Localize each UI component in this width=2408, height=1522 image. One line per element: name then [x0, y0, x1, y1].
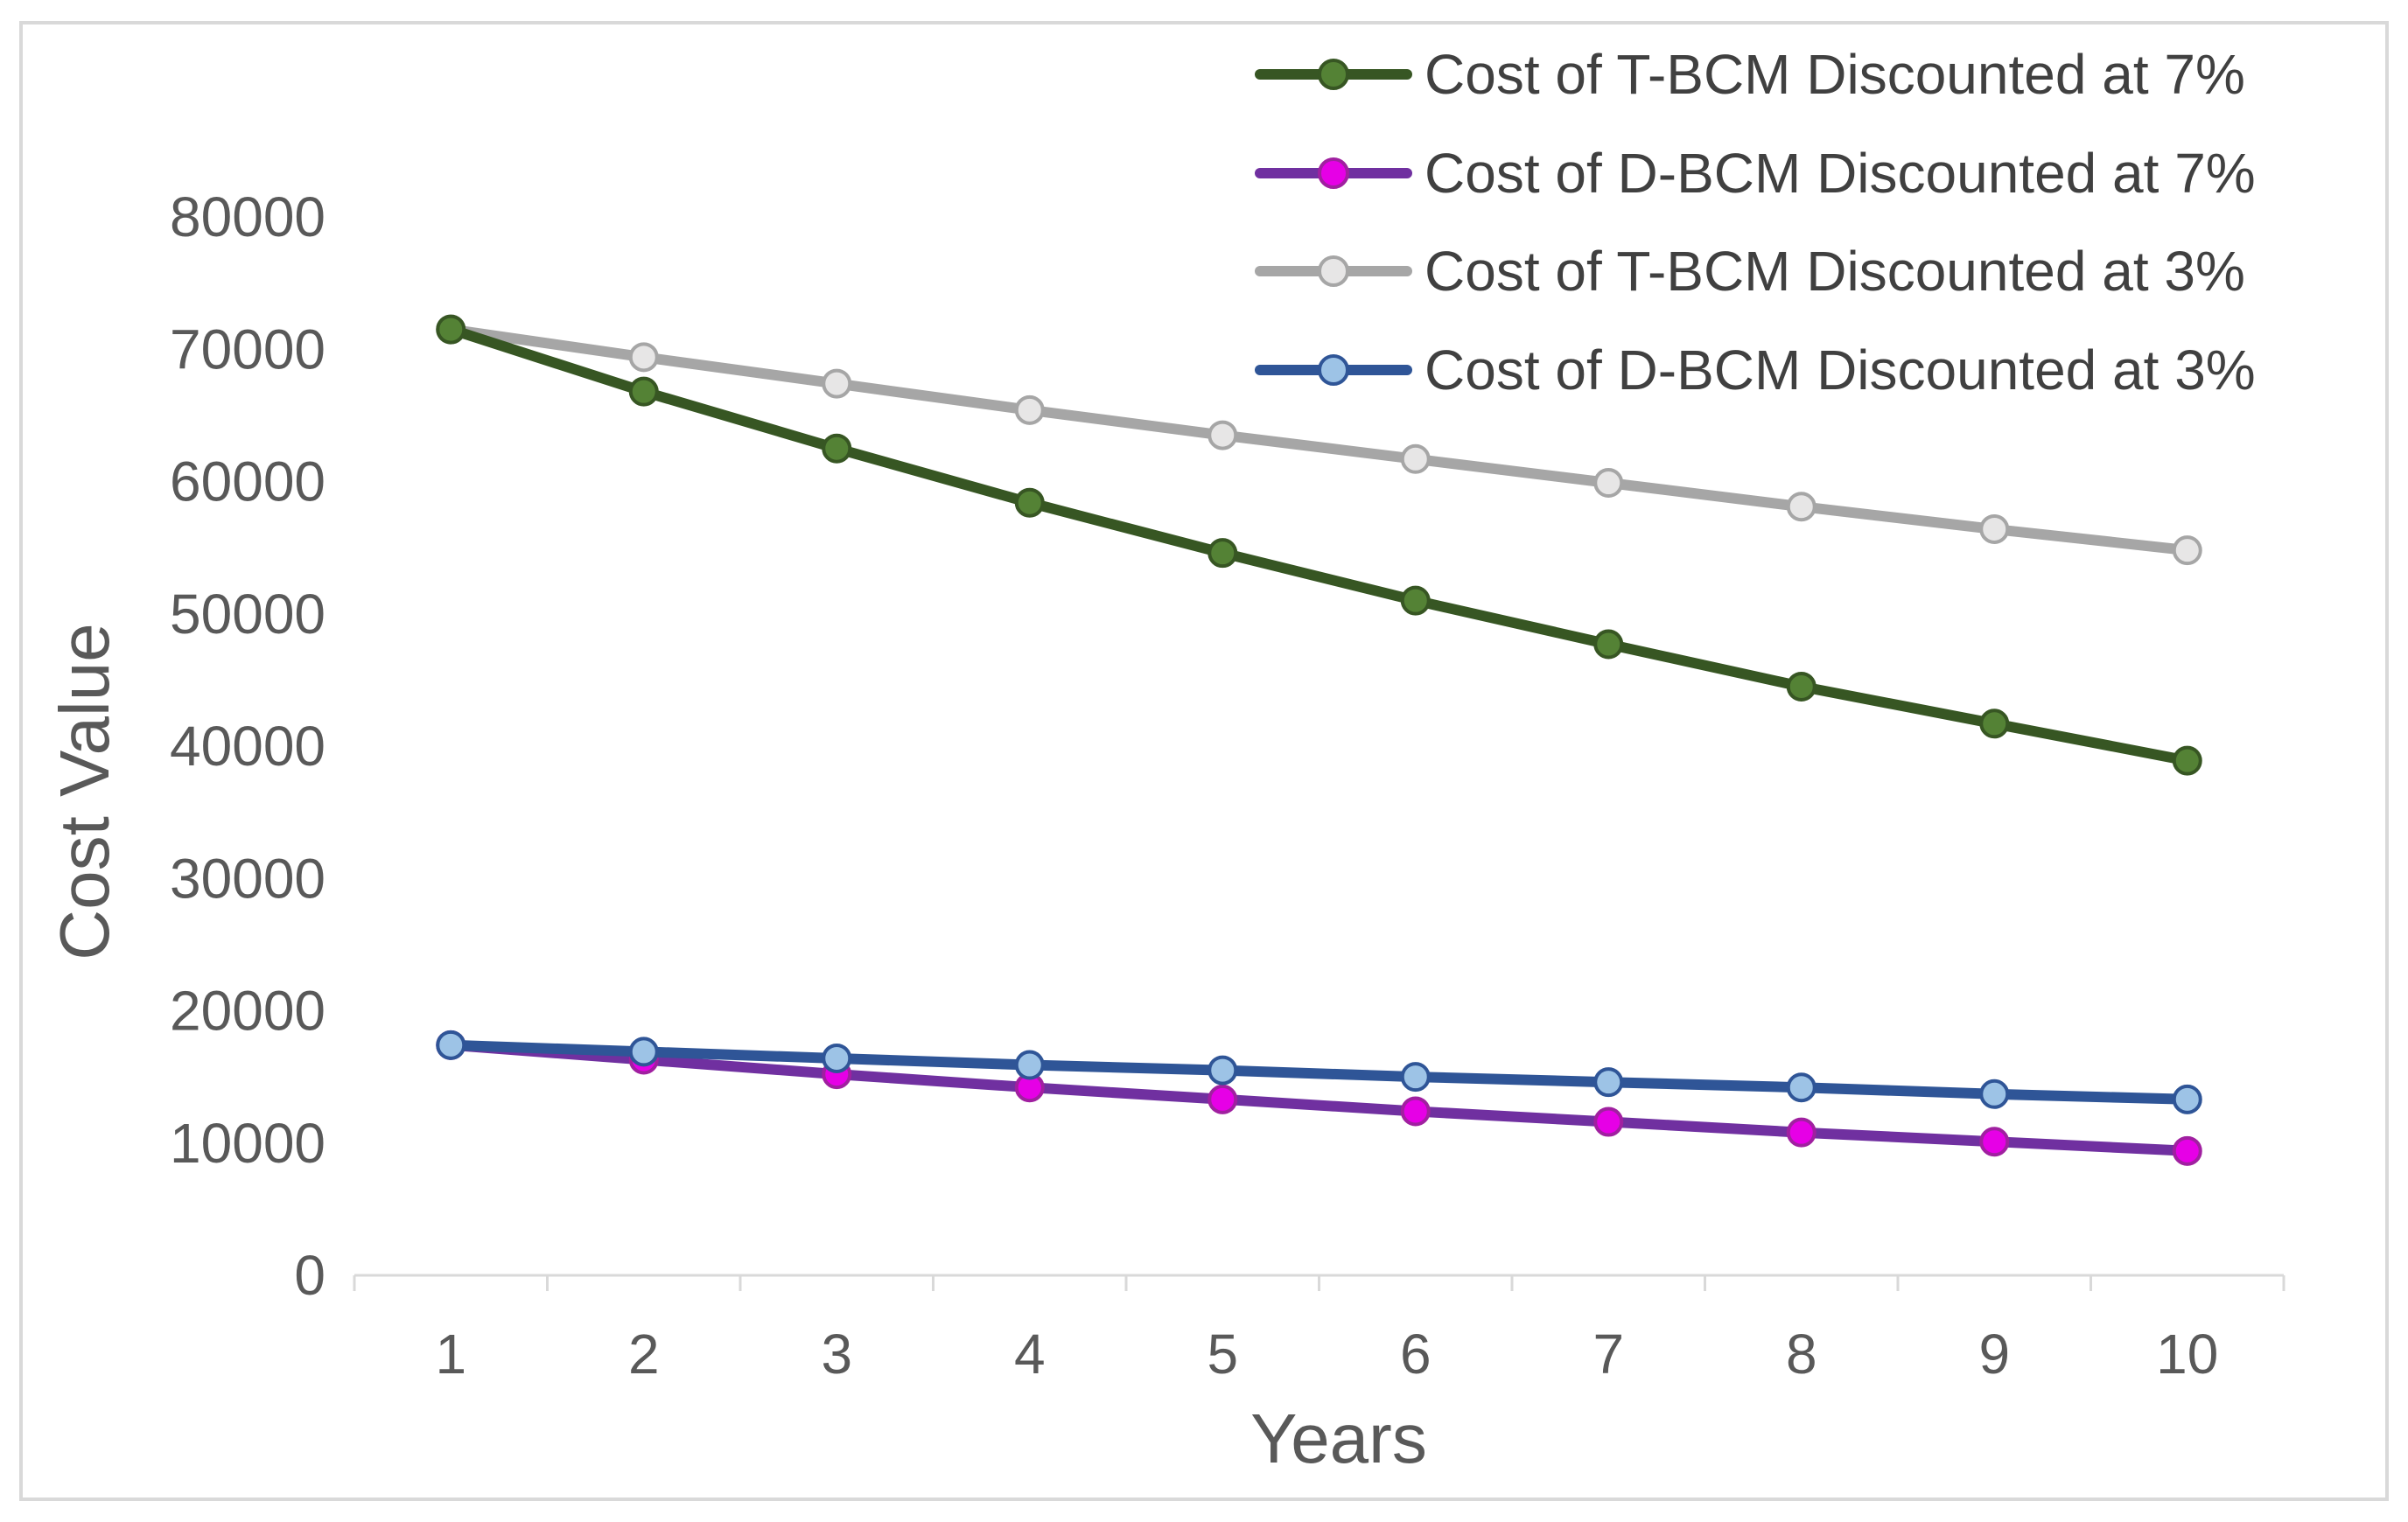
- series-layer: [436, 314, 2202, 1166]
- data-point: [1014, 394, 1045, 425]
- x-axis-title: Years: [1250, 1400, 1427, 1477]
- x-tick-label: 2: [628, 1323, 660, 1386]
- y-tick-label: 10000: [170, 1112, 326, 1175]
- data-point: [1208, 420, 1238, 450]
- y-axis-title: Cost Value: [46, 623, 123, 960]
- data-point: [436, 314, 466, 345]
- series-line: [445, 1039, 2193, 1105]
- data-point: [1400, 443, 1431, 474]
- legend-entry: Cost of D-BCM Discounted at 7%: [1255, 142, 2256, 205]
- data-point: [1593, 468, 1624, 499]
- data-point: [1014, 487, 1045, 518]
- x-tick-label: 1: [435, 1323, 466, 1386]
- series-line: [445, 324, 2193, 556]
- x-tick-label: 5: [1207, 1323, 1238, 1386]
- y-tick-label: 80000: [170, 185, 326, 248]
- data-point: [1400, 1062, 1431, 1093]
- series-3: [436, 1030, 2202, 1114]
- data-point: [1593, 1067, 1624, 1098]
- x-tick-label: 8: [1786, 1323, 1817, 1386]
- y-tick-label: 50000: [170, 583, 326, 646]
- x-tick-label: 4: [1014, 1323, 1046, 1386]
- data-point: [822, 368, 852, 399]
- data-point: [2172, 745, 2202, 776]
- data-point: [436, 1030, 466, 1060]
- data-point: [2172, 1135, 2202, 1166]
- data-point: [1979, 1079, 2010, 1109]
- y-tick-label: 30000: [170, 847, 326, 910]
- y-tick-label: 20000: [170, 980, 326, 1043]
- legend-swatch-marker: [1318, 59, 1349, 90]
- y-tick-label: 60000: [170, 450, 326, 513]
- legend-label: Cost of T-BCM Discounted at 7%: [1424, 43, 2245, 106]
- data-point: [1979, 1127, 2010, 1157]
- legend: Cost of T-BCM Discounted at 7% Cost of D-…: [1255, 43, 2256, 401]
- data-point: [628, 1037, 659, 1067]
- data-point: [2172, 1084, 2202, 1114]
- legend-entry: Cost of D-BCM Discounted at 3%: [1255, 339, 2256, 401]
- legend-swatch-marker: [1318, 354, 1349, 386]
- data-point: [1014, 1050, 1045, 1080]
- series-line: [445, 324, 2193, 766]
- x-tick-label: 7: [1592, 1323, 1624, 1386]
- data-point: [822, 433, 852, 464]
- data-point: [1593, 629, 1624, 660]
- data-point: [2172, 535, 2202, 566]
- axes: 1 2 3 4 5 6 7 8 9 10 0 10000 20000 30000 40000 50000 600…: [170, 185, 2286, 1386]
- legend-entry: Cost of T-BCM Discounted at 7%: [1255, 43, 2245, 106]
- y-tick-label: 70000: [170, 318, 326, 380]
- data-point: [1208, 538, 1238, 569]
- data-point: [1400, 1096, 1431, 1127]
- data-point: [1786, 1117, 1816, 1148]
- data-point: [628, 376, 659, 407]
- series-0: [436, 314, 2202, 776]
- data-point: [1400, 585, 1431, 616]
- x-tick-label: 3: [821, 1323, 852, 1386]
- data-point: [1979, 513, 2010, 544]
- legend-label: Cost of T-BCM Discounted at 3%: [1424, 240, 2245, 303]
- x-tick-label: 10: [2156, 1323, 2218, 1386]
- data-point: [1786, 1072, 1816, 1103]
- x-tick-label: 6: [1400, 1323, 1432, 1386]
- y-tick-label: 0: [294, 1244, 326, 1307]
- legend-label: Cost of D-BCM Discounted at 7%: [1424, 142, 2256, 205]
- data-point: [1208, 1084, 1238, 1114]
- data-point: [1979, 709, 2010, 739]
- data-point: [1208, 1055, 1238, 1086]
- data-point: [822, 1043, 852, 1073]
- data-point: [1786, 671, 1816, 702]
- legend-entry: Cost of T-BCM Discounted at 3%: [1255, 240, 2245, 303]
- legend-swatch-marker: [1318, 255, 1349, 287]
- legend-label: Cost of D-BCM Discounted at 3%: [1424, 339, 2256, 401]
- data-point: [628, 342, 659, 373]
- series-line: [445, 1039, 2193, 1156]
- data-point: [1593, 1107, 1624, 1137]
- chart-frame: [19, 21, 2389, 1501]
- x-tick-label: 9: [1978, 1323, 2010, 1386]
- y-tick-label: 40000: [170, 715, 326, 778]
- legend-swatch-marker: [1318, 157, 1349, 189]
- data-point: [1786, 492, 1816, 522]
